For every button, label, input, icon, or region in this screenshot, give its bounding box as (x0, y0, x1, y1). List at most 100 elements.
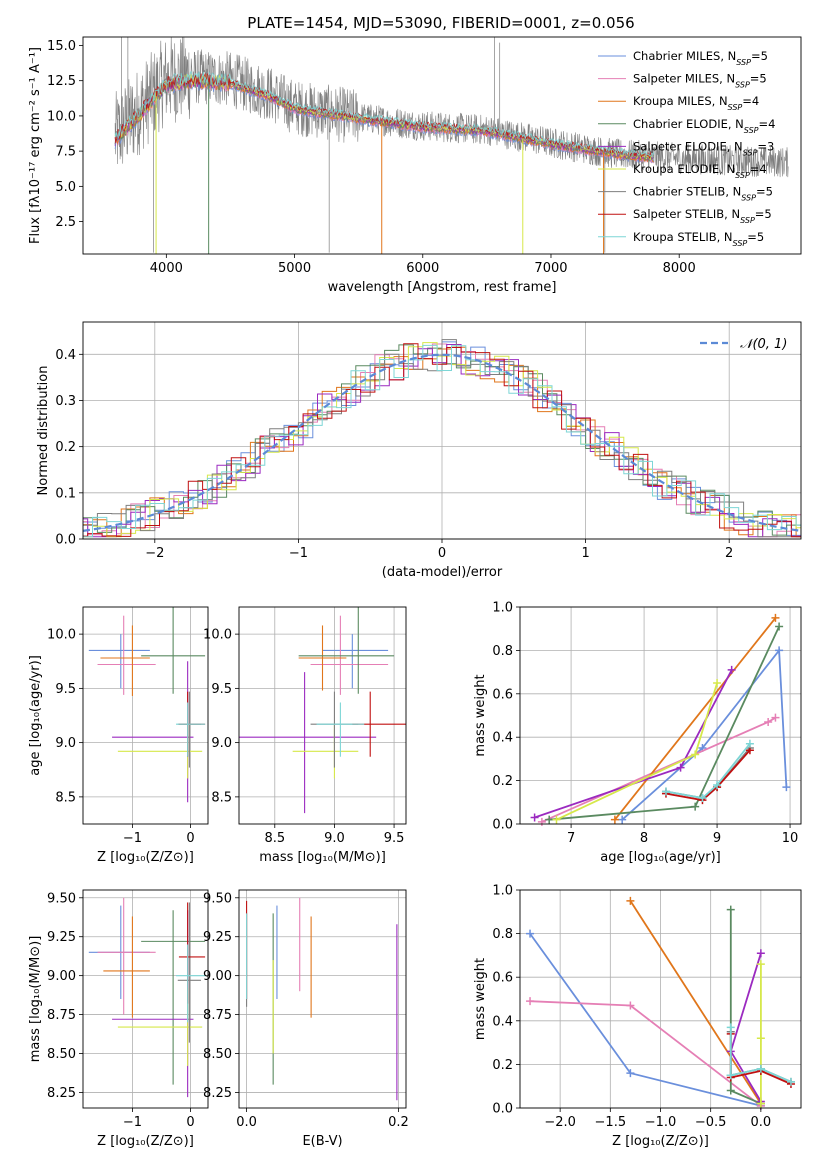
weight_vs_Z-point (786, 1077, 795, 1086)
weight_vs_Z-point (526, 997, 535, 1006)
weight_vs_Z-point (756, 1099, 765, 1108)
weight_vs_age-point (771, 713, 780, 722)
weight_vs_age-point (771, 613, 780, 622)
mass_vs_Z-frame (82, 889, 209, 1109)
weight_vs_age-ytick-label: 0.6 (492, 687, 513, 702)
age_vs_Z-xtick-label: 0 (186, 831, 194, 846)
legend-entry: Chabrier STELIB, NSSP=5 (633, 185, 773, 203)
legend-entry: Kroupa ELODIE, NSSP=4 (633, 162, 767, 180)
age_vs_mass-plot (239, 607, 406, 814)
weight_vs_Z-ytick-label: 0.8 (492, 927, 513, 942)
weight_vs_age-point (537, 817, 546, 826)
mass_vs_Z-ytick-label: 9.50 (47, 891, 76, 906)
weight_vs_age-point (727, 665, 736, 674)
spectrum-ytick-label: 5.0 (55, 180, 76, 195)
weight_vs_Z-point (756, 960, 765, 969)
mass_vs_Z-ytick-label: 8.75 (47, 1008, 76, 1023)
weight_vs_Z-ytick-label: 1.0 (492, 884, 513, 899)
mass_vs_ebv-plot (246, 897, 398, 1101)
weight_vs_Z-xlabel: Z [log₁₀(Z/Z⊙)] (612, 1134, 709, 1149)
mass_vs_Z-ytick-label: 9.00 (47, 969, 76, 984)
mass_vs_ebv-ytick-label: 8.75 (203, 1008, 232, 1023)
weight_vs_age-xtick-label: 7 (567, 831, 575, 846)
age_vs_mass-ytick-label: 10.0 (203, 628, 232, 643)
age_vs_mass-xlabel: mass [log₁₀(M/M⊙)] (259, 850, 386, 865)
weight_vs_age-point (691, 750, 700, 759)
text-layer: PLATE=1454, MJD=53090, FIBERID=0001, z=0… (28, 14, 798, 1149)
weight_vs_age-ytick-label: 0.4 (492, 731, 513, 746)
weight_vs_Z-point (756, 1064, 765, 1073)
age_vs_Z-ytick-label: 9.5 (55, 682, 76, 697)
weight_vs_Z-point (756, 1034, 765, 1043)
age_vs_mass-xtick-label: 9.0 (324, 831, 345, 846)
hist-xtick-label: 0 (438, 546, 446, 561)
weight_vs_Z-ytick-label: 0.4 (492, 1014, 513, 1029)
spectrum-model-line (114, 71, 654, 158)
weight_vs_age-point (713, 780, 722, 789)
weight_vs_age-xtick-label: 8 (640, 831, 648, 846)
weight_vs_age-xtick-label: 10 (782, 831, 799, 846)
age_vs_mass-xtick-label: 8.5 (264, 831, 285, 846)
grid-layer (83, 322, 801, 1109)
weight_vs_age-ytick-label: 0.2 (492, 774, 513, 789)
weight_vs_age-ytick-label: 0.8 (492, 644, 513, 659)
weight_vs_Z-xtick-label: −0.5 (695, 1115, 727, 1130)
weight_vs_age-point (545, 815, 554, 824)
weight_vs_age-point (698, 793, 707, 802)
mass_vs_ebv-ytick-label: 9.00 (203, 969, 232, 984)
hist-plot (83, 339, 801, 538)
spectrum-xtick-label: 7000 (534, 261, 567, 276)
weight_vs_Z-series-line (629, 900, 762, 1105)
weight_vs_Z-point (726, 905, 735, 914)
hist-xlabel: (data-model)/error (382, 565, 503, 580)
weight_vs_Z-point (626, 1069, 635, 1078)
mass_vs_ebv-ytick-label: 9.50 (203, 891, 232, 906)
hist-ytick-label: 0.0 (55, 533, 76, 548)
weight_vs_Z-xtick-label: −1.0 (645, 1115, 677, 1130)
spectrum-ytick-label: 10.0 (47, 109, 76, 124)
weight_vs_age-series-line (665, 743, 751, 799)
spectrum-ytick-label: 2.5 (55, 215, 76, 230)
mass_vs_Z-plot (88, 897, 206, 1098)
legend-entry: Kroupa MILES, NSSP=4 (633, 94, 759, 112)
weight_vs_Z-plot (526, 896, 795, 1110)
legend-entry: Chabrier MILES, NSSP=5 (633, 49, 768, 67)
weight_vs_age-frame (519, 606, 802, 825)
normal-curve (83, 353, 801, 532)
weight_vs_Z-ytick-label: 0.6 (492, 971, 513, 986)
weight_vs_Z-frame (519, 889, 802, 1109)
weight_vs_Z-point (726, 1023, 735, 1032)
weight_vs_age-point (764, 718, 773, 727)
age_vs_mass-frame (238, 606, 407, 825)
weight_vs_age-xtick-label: 9 (713, 831, 721, 846)
age_vs_Z-xlabel: Z [log₁₀(Z/Z⊙)] (97, 850, 194, 865)
frame-layer (79, 36, 802, 1112)
weight_vs_age-point (691, 802, 700, 811)
weight_vs_Z-point (626, 1001, 635, 1010)
mass_vs_Z-ytick-label: 8.25 (47, 1086, 76, 1101)
legend-entry: Salpeter MILES, NSSP=5 (633, 72, 767, 90)
spectrum-ytick-label: 12.5 (47, 74, 76, 89)
hist-xtick-label: 1 (581, 546, 589, 561)
weight_vs_age-point (782, 783, 791, 792)
mass_vs_Z-ylabel: mass [log₁₀(M/M⊙)] (28, 936, 43, 1063)
weight_vs_Z-point (526, 929, 535, 938)
age_vs_mass-ytick-label: 8.5 (211, 790, 232, 805)
age_vs_Z-frame (82, 606, 209, 825)
weight_vs_age-point (676, 763, 685, 772)
weight_vs_Z-xtick-label: −1.5 (595, 1115, 627, 1130)
legend-entry: Salpeter STELIB, NSSP=5 (633, 207, 772, 225)
age_vs_Z-ylabel: age [log₁₀(age/yr)] (28, 655, 43, 776)
hist-step-line (83, 344, 801, 538)
legend-entry: Kroupa STELIB, NSSP=5 (633, 230, 764, 248)
weight_vs_age-point (775, 646, 784, 655)
hist-xtick-label: −2 (145, 546, 164, 561)
age_vs_mass-xtick-label: 9.5 (384, 831, 405, 846)
mass_vs_ebv-ytick-label: 9.25 (203, 930, 232, 945)
data-layer (83, 37, 801, 1110)
weight_vs_age-point (610, 815, 619, 824)
weight_vs_age-point (661, 787, 670, 796)
weight_vs_age-series-line (665, 749, 751, 802)
weight_vs_age-point (530, 813, 539, 822)
weight_vs_Z-ytick-label: 0.2 (492, 1058, 513, 1073)
